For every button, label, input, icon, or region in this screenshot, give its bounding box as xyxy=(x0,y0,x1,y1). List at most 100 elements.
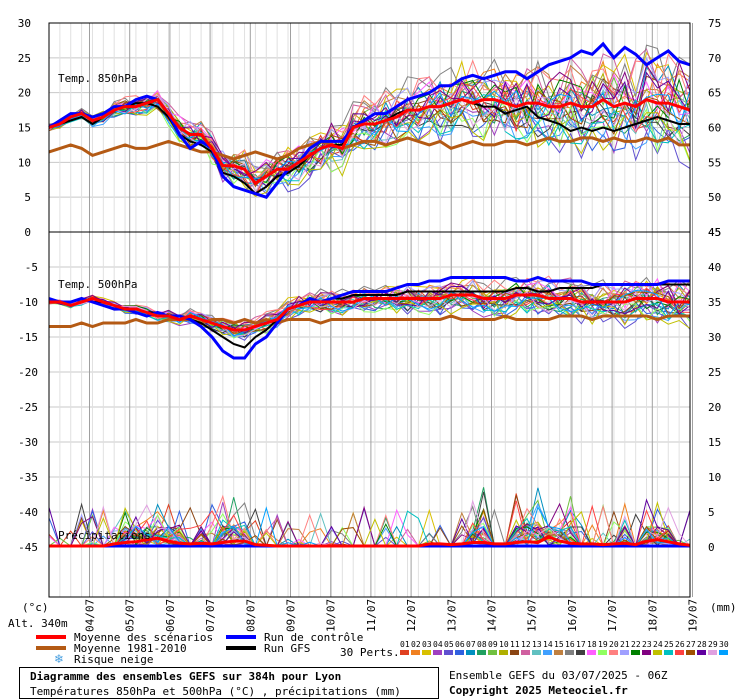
pert-legend-number: 27 xyxy=(686,640,696,649)
pert-line-850 xyxy=(48,53,691,180)
pert-legend-number: 03 xyxy=(422,640,432,649)
y-tick-left-lower: -45 xyxy=(18,541,38,554)
y-tick-left-850: 15 xyxy=(18,122,31,135)
pert-legend-number: 11 xyxy=(510,640,520,649)
pert-line-850 xyxy=(48,71,691,187)
series-mean-850 xyxy=(48,97,691,186)
pert-legend-swatch xyxy=(686,650,695,655)
pert-legend-swatch xyxy=(620,650,629,655)
pert-line-850 xyxy=(48,89,691,179)
pert-legend-swatch xyxy=(477,650,486,655)
pert-line-850 xyxy=(48,90,691,188)
y-tick-right-lower: 20 xyxy=(708,401,721,414)
legend-snow-label: Risque neige xyxy=(74,653,153,666)
pert-legend-swatch xyxy=(664,650,673,655)
x-tick-label: 10/07 xyxy=(325,599,338,632)
pert-legend-swatch xyxy=(510,650,519,655)
pert-legend-swatch xyxy=(543,650,552,655)
pert-legend-swatch xyxy=(631,650,640,655)
pert-legend-number: 01 xyxy=(400,640,410,649)
x-tick-label: 04/07 xyxy=(84,599,97,632)
x-tick-label: 15/07 xyxy=(526,599,539,632)
pert-legend-number: 30 xyxy=(719,640,729,649)
legend-perts-label: 30 Perts. xyxy=(340,646,400,659)
pert-legend-number: 24 xyxy=(653,640,663,649)
left-unit-label: (°c) xyxy=(22,601,49,614)
pert-legend-swatch xyxy=(576,650,585,655)
pert-legend-number: 19 xyxy=(598,640,608,649)
pert-legend-number: 25 xyxy=(664,640,674,649)
x-tick-label: 05/07 xyxy=(124,599,137,632)
altitude-label: Alt. 340m xyxy=(8,617,68,630)
pert-legend-swatch xyxy=(642,650,651,655)
y-tick-left-850: 30 xyxy=(18,17,31,30)
y-tick-left-lower: -35 xyxy=(18,471,38,484)
pert-legend-number: 02 xyxy=(411,640,421,649)
x-tick-label: 13/07 xyxy=(445,599,458,632)
y-tick-left-850: 10 xyxy=(18,156,31,169)
y-tick-right-850: 70 xyxy=(708,52,721,65)
y-tick-right-lower: 30 xyxy=(708,331,721,344)
pert-legend-number: 09 xyxy=(488,640,498,649)
y-tick-left-lower: -30 xyxy=(18,436,38,449)
pert-legend-swatch xyxy=(565,650,574,655)
frame-500-precip xyxy=(48,231,691,598)
x-tick-label: 07/07 xyxy=(204,599,217,632)
pert-legend-number: 18 xyxy=(587,640,597,649)
pert-legend-number: 05 xyxy=(444,640,454,649)
x-tick-label: 18/07 xyxy=(646,599,659,632)
pert-legend-number: 08 xyxy=(477,640,487,649)
pert-legend-swatch xyxy=(708,650,717,655)
pert-line-850 xyxy=(48,106,691,197)
pert-legend-swatch xyxy=(411,650,420,655)
pert-legend: 01 02 03 04 05 06 07 08 09 10 11 12 13 14 15 16 17 18 19 20… xyxy=(400,640,729,655)
y-tick-right-lower: 25 xyxy=(708,366,721,379)
legend-gfs-label: Run GFS xyxy=(264,642,310,655)
x-axis-ticks: 04/07 05/07 06/07 07/07 08/07 09/07 10/07 11/07… xyxy=(84,599,700,632)
pert-legend-number: 23 xyxy=(642,640,652,649)
pert-legend-swatch xyxy=(422,650,431,655)
x-tick-label: 08/07 xyxy=(244,599,257,632)
y-tick-right-850: 65 xyxy=(708,87,721,100)
pert-legend-number: 12 xyxy=(521,640,531,649)
snowflake-icon: ❄ xyxy=(54,652,64,666)
y-tick-right-850: 75 xyxy=(708,17,721,30)
y-tick-right-lower: 35 xyxy=(708,296,721,309)
series-mean-500 xyxy=(49,293,690,332)
chart-frames xyxy=(48,22,691,598)
y-tick-right-lower: 15 xyxy=(708,436,721,449)
legend-control-label: Run de contrôle xyxy=(264,631,363,644)
y-tick-left-lower: -25 xyxy=(18,401,38,414)
y-tick-right-850: 45 xyxy=(708,226,721,239)
pert-legend-number: 28 xyxy=(697,640,707,649)
pert-legend-swatch xyxy=(675,650,684,655)
series-clim-500 xyxy=(49,314,690,329)
pert-legend-number: 16 xyxy=(565,640,575,649)
pert-legend-swatch xyxy=(444,650,453,655)
y-tick-right-lower: 40 xyxy=(708,261,721,274)
chart-subtitle: Températures 850hPa et 500hPa (°C) , pré… xyxy=(30,685,401,698)
y-tick-right-lower: 0 xyxy=(708,541,715,554)
chart-title: Diagramme des ensembles GEFS sur 384h po… xyxy=(30,670,342,683)
pert-legend-swatch xyxy=(521,650,530,655)
series-control-500 xyxy=(48,275,690,360)
pert-line-500 xyxy=(48,291,691,337)
y-tick-right-lower: 45 xyxy=(708,226,721,239)
panel-title-850: Temp. 850hPa xyxy=(58,72,137,85)
pert-legend-swatch xyxy=(554,650,563,655)
x-tick-label: 14/07 xyxy=(486,599,499,632)
title-box: Diagramme des ensembles GEFS sur 384h po… xyxy=(19,667,439,699)
main-series-lines xyxy=(48,41,691,548)
y-tick-right-850: 55 xyxy=(708,156,721,169)
x-tick-label: 09/07 xyxy=(285,599,298,632)
pert-legend-swatch xyxy=(598,650,607,655)
pert-line-precip xyxy=(49,500,690,548)
y-tick-right-850: 60 xyxy=(708,122,721,135)
y-tick-left-lower: -15 xyxy=(18,331,38,344)
pert-legend-number: 10 xyxy=(499,640,509,649)
pert-legend-swatch xyxy=(609,650,618,655)
legend-clim-label: Moyenne 1981-2010 xyxy=(74,642,187,655)
pert-legend-swatch xyxy=(488,650,497,655)
y-tick-right-lower: 10 xyxy=(708,471,721,484)
y-tick-left-850: 5 xyxy=(24,191,31,204)
